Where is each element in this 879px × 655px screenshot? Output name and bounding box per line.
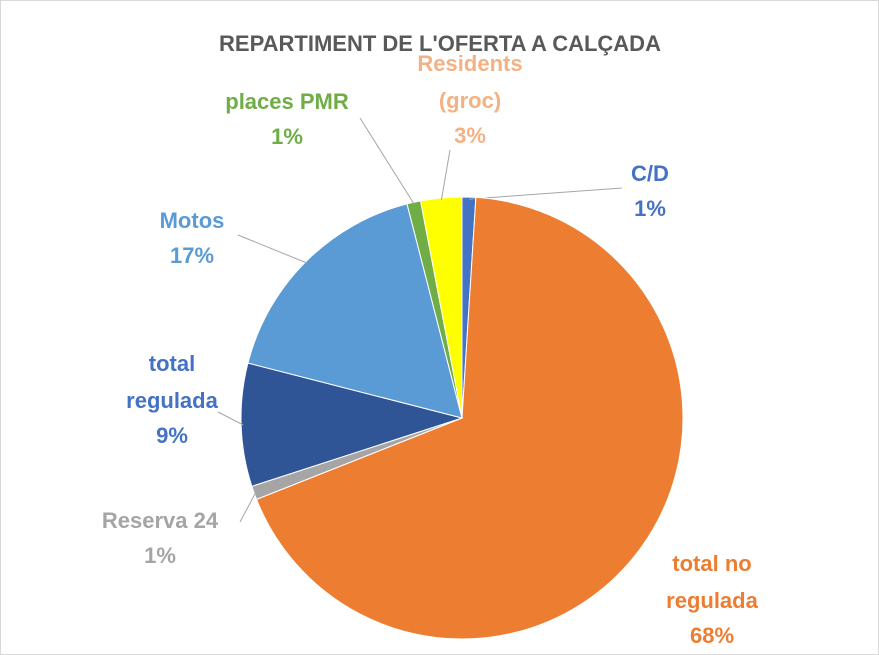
label-line: regulada (126, 388, 218, 413)
category-label: Residents (groc) (417, 51, 522, 113)
category-label: places PMR (225, 89, 349, 114)
label-line: Motos (160, 208, 225, 233)
label-line: Reserva 24 (102, 508, 219, 533)
pie-slice (420, 196, 463, 419)
leader-line (217, 411, 244, 426)
label-line: places PMR (225, 89, 349, 114)
value-label: 1% (634, 196, 666, 221)
leader-line (359, 117, 415, 205)
value-label: 3% (454, 123, 486, 148)
value-label: 1% (271, 124, 303, 149)
pie-slice (247, 203, 463, 419)
value-label: 9% (156, 423, 188, 448)
label-line: (groc) (439, 88, 501, 113)
pie-slice (240, 362, 464, 487)
leader-line (440, 149, 451, 201)
chart-title: REPARTIMENT DE L'OFERTA A CALÇADA (219, 31, 661, 56)
label-line: regulada (666, 588, 758, 613)
category-label: Reserva 24 (102, 508, 219, 533)
category-label: C/D (631, 161, 669, 186)
pie-slice (255, 196, 684, 640)
leader-line (468, 187, 623, 200)
label-line: total (149, 351, 195, 376)
category-label: Motos (160, 208, 225, 233)
value-label: 68% (690, 623, 734, 648)
category-label: total no regulada (666, 551, 758, 613)
label-line: C/D (631, 161, 669, 186)
label-line: total no (672, 551, 751, 576)
category-label: total regulada (126, 351, 218, 413)
value-label: 1% (144, 543, 176, 568)
leader-line (239, 491, 257, 523)
label-line: Residents (417, 51, 522, 76)
value-label: 17% (170, 243, 214, 268)
leader-line (237, 234, 308, 264)
